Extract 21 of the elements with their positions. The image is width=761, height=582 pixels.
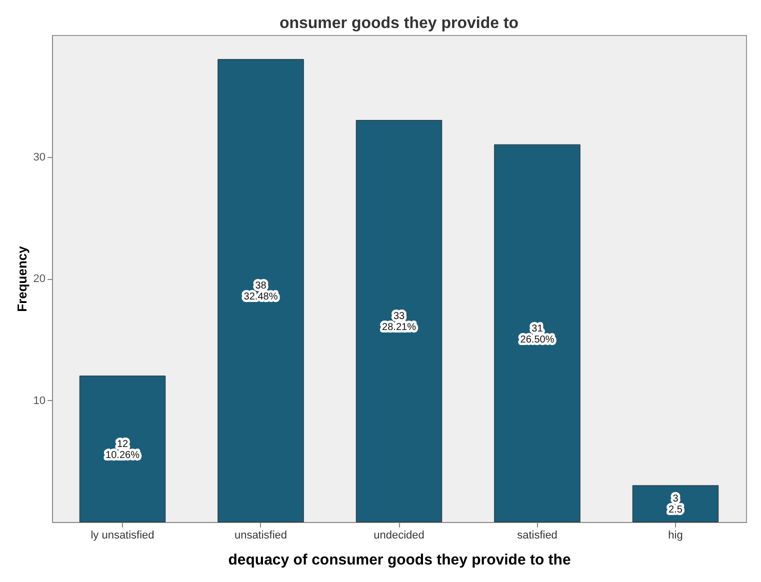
y-tick-label: 10	[33, 394, 46, 407]
data-label: 31 26.50%	[520, 323, 554, 346]
y-tick-label: 20	[33, 273, 46, 285]
chart-title: onsumer goods they provide to	[279, 15, 519, 32]
bar	[79, 376, 166, 522]
y-axis-title: Frequency	[14, 245, 30, 312]
bar	[356, 120, 442, 522]
x-tick-label: ly unsatisfied	[90, 530, 154, 542]
x-tick-label: satisfied	[517, 530, 558, 542]
x-tick-label: unsatisfied	[234, 530, 288, 542]
data-label: 12 10.26%	[106, 438, 140, 461]
y-tick-label: 30	[33, 151, 46, 164]
x-tick-label: hig	[668, 530, 683, 542]
data-label: 38 32.48%	[244, 280, 278, 303]
data-label: 3 2.5	[668, 494, 683, 516]
bar	[632, 485, 719, 522]
bar	[494, 144, 580, 522]
x-tick-label: undecided	[374, 530, 424, 542]
x-axis-title: dequacy of consumer goods they provide to the	[228, 552, 571, 568]
data-label: 33 28.21%	[382, 311, 416, 334]
bar	[218, 59, 304, 522]
